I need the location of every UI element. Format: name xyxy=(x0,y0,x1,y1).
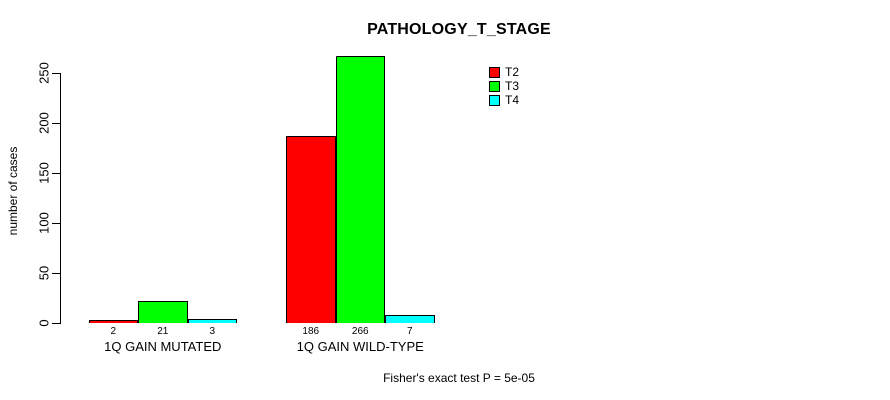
y-tick xyxy=(52,323,60,324)
bar-t3-group2 xyxy=(335,56,385,323)
bar-value-label: 7 xyxy=(406,326,413,337)
y-tick xyxy=(52,73,60,74)
y-tick xyxy=(52,273,60,274)
legend-label-t4: T4 xyxy=(505,93,520,107)
bar-t4-group1 xyxy=(187,319,237,323)
y-tick-label: 50 xyxy=(36,265,52,281)
bar-value-label: 186 xyxy=(302,326,320,337)
bar-t2-group2 xyxy=(286,136,336,323)
x-group-label: 1Q GAIN WILD-TYPE xyxy=(296,339,424,354)
legend-label-t3: T3 xyxy=(505,79,520,93)
x-group-label: 1Q GAIN MUTATED xyxy=(104,339,222,354)
bar-value-label: 266 xyxy=(351,326,369,337)
bar-t2-group1 xyxy=(88,320,138,323)
y-tick xyxy=(52,223,60,224)
legend-row: T3 xyxy=(489,80,519,92)
y-axis-line xyxy=(60,73,61,324)
bar-t4-group2 xyxy=(385,315,435,323)
fisher-test-annotation: Fisher's exact test P = 5e-05 xyxy=(383,371,535,385)
legend-swatch-t2 xyxy=(489,66,500,78)
y-tick-label: 150 xyxy=(36,162,52,184)
legend-row: T2 xyxy=(489,66,519,78)
y-tick-label: 200 xyxy=(36,112,52,134)
bar-t3-group1 xyxy=(138,301,188,323)
y-tick-label: 100 xyxy=(36,212,52,234)
y-axis-label: number of cases xyxy=(6,146,20,236)
legend-label-t2: T2 xyxy=(505,65,520,79)
y-tick-label: 250 xyxy=(36,62,52,84)
bar-value-label: 3 xyxy=(209,326,216,337)
bar-value-label: 21 xyxy=(157,326,169,337)
y-tick xyxy=(52,123,60,124)
legend-swatch-t3 xyxy=(489,80,500,92)
y-tick xyxy=(52,173,60,174)
bar-value-label: 2 xyxy=(110,326,117,337)
chart-title: PATHOLOGY_T_STAGE xyxy=(367,21,551,38)
legend-row: T4 xyxy=(489,94,519,106)
y-tick-label: 0 xyxy=(36,319,52,327)
legend-swatch-t4 xyxy=(489,94,500,106)
